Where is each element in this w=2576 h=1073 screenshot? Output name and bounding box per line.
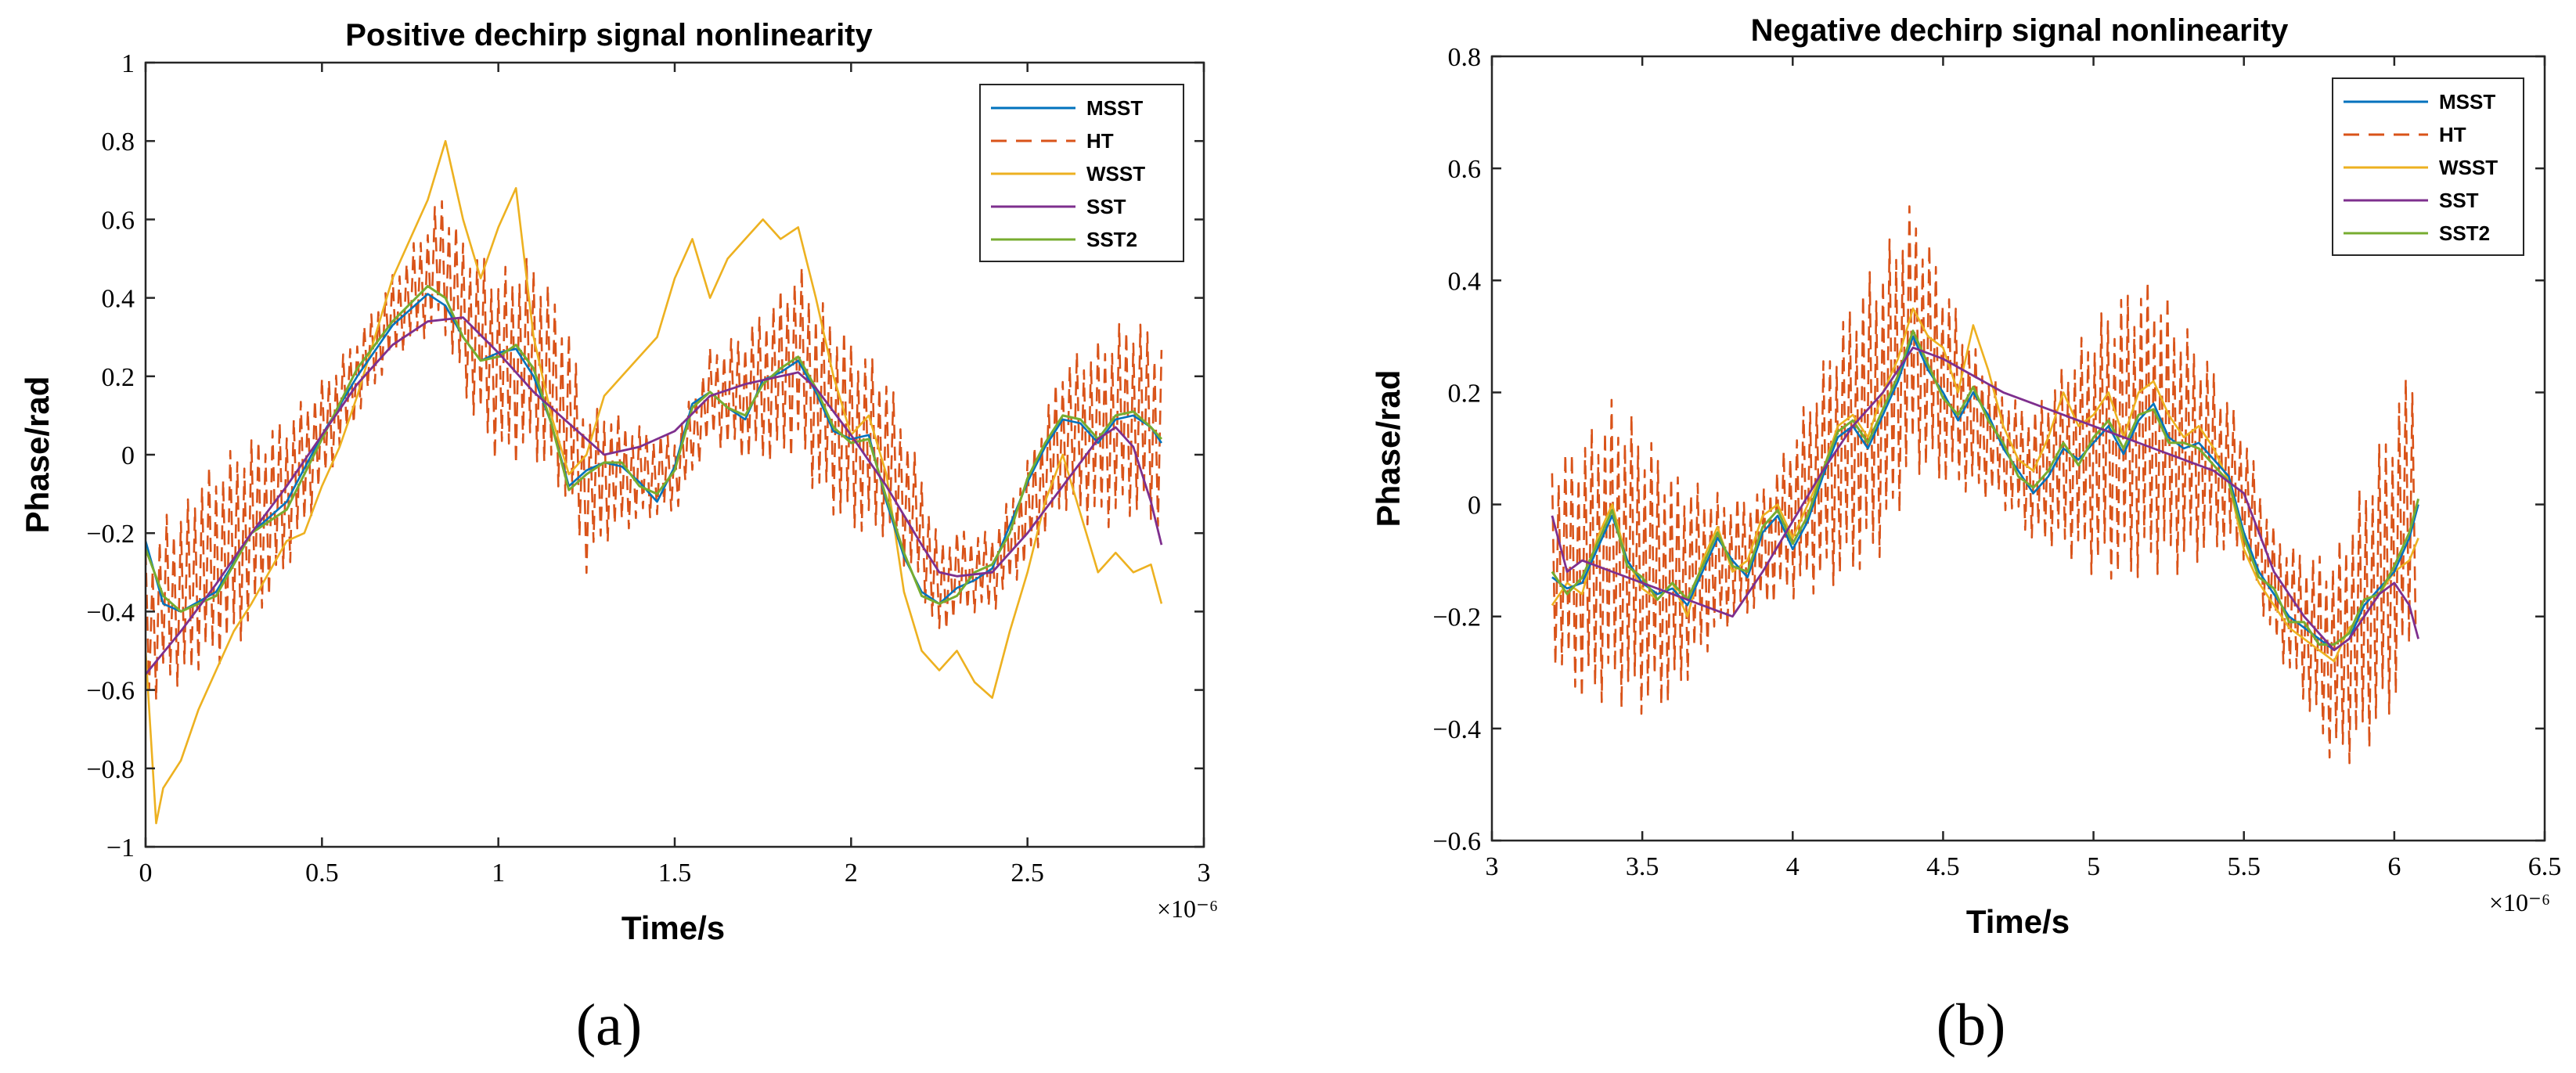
chart-a-panel-label: (a) xyxy=(576,992,642,1058)
chart-b-legend-label-msst: MSST xyxy=(2439,90,2495,113)
chart-a-series-ht xyxy=(146,200,1163,701)
chart-a-y-tick-label: 0.8 xyxy=(102,128,135,157)
chart-a-x-tick-label: 0 xyxy=(139,859,153,888)
chart-a-x-tick-label: 2.5 xyxy=(1011,859,1044,888)
chart-b-legend-label-ht: HT xyxy=(2439,123,2466,146)
chart-b-y-tick-label: 0.8 xyxy=(1448,43,1482,72)
chart-b-series-sst2 xyxy=(1551,329,2420,646)
chart-a-x-tick-label: 2 xyxy=(845,859,858,888)
chart-b-x-ticks: 3 3.5 4 4.5 5 5.5 6 6.5 xyxy=(1486,56,2562,881)
chart-b-y-tick-label: 0.2 xyxy=(1448,379,1482,408)
chart-a-legend: MSST HT WSST SST SST2 xyxy=(979,84,1184,262)
chart-a-y-tick-label: 0.4 xyxy=(102,285,135,314)
chart-b-x-tick-label: 4.5 xyxy=(1926,852,1960,881)
chart-a-y-tick-label: −0.4 xyxy=(86,598,135,627)
chart-a-legend-label-sst2: SST2 xyxy=(1086,228,1137,251)
chart-b-x-tick-label: 6 xyxy=(2387,852,2401,881)
chart-b-plot-frame xyxy=(1490,55,2546,842)
chart-a-x-ticks: 0 0.5 1 1.5 2 2.5 3 xyxy=(139,63,1211,888)
chart-b-legend-label-sst2: SST2 xyxy=(2439,221,2490,245)
chart-a-series-sst2 xyxy=(146,285,1163,613)
chart-a-x-exponent: ×10⁻⁶ xyxy=(1157,895,1218,923)
chart-b-legend-label-wsst: WSST xyxy=(2439,156,2498,179)
chart-b-legend-label-sst: SST xyxy=(2439,189,2479,212)
chart-a-series-wsst xyxy=(146,139,1163,825)
chart-b-y-tick-label: 0.4 xyxy=(1448,267,1482,296)
chart-b-series-ht xyxy=(1551,205,2417,765)
chart-a-legend-label-ht: HT xyxy=(1086,129,1114,153)
chart-a-title: Positive dechirp signal nonlinearity xyxy=(345,18,873,52)
chart-b-x-tick-label: 5 xyxy=(2087,852,2100,881)
chart-b-panel-label: (b) xyxy=(1937,992,2006,1058)
chart-b: Negative dechirp signal nonlinearity 3 3.… xyxy=(1370,13,2561,1058)
chart-b-y-tick-label: −0.6 xyxy=(1432,827,1481,856)
chart-a-x-axis-label: Time/s xyxy=(621,909,725,946)
chart-b-y-tick-label: 0 xyxy=(1468,491,1481,520)
chart-b-x-tick-label: 6.5 xyxy=(2528,852,2562,881)
chart-b-x-tick-label: 3.5 xyxy=(1626,852,1659,881)
chart-a-x-tick-label: 3 xyxy=(1198,859,1211,888)
chart-b-x-tick-label: 5.5 xyxy=(2227,852,2261,881)
chart-a-y-tick-label: 1 xyxy=(121,49,135,78)
chart-a-y-tick-label: 0 xyxy=(121,441,135,470)
chart-a-y-tick-label: −1 xyxy=(106,834,135,862)
chart-b-y-ticks: −0.6 −0.4 −0.2 0 0.2 0.4 0.6 0.8 xyxy=(1432,43,2545,856)
chart-b-series xyxy=(1551,205,2420,765)
chart-b-x-axis-label: Time/s xyxy=(1966,903,2070,940)
chart-b-title: Negative dechirp signal nonlinearity xyxy=(1751,13,2290,48)
chart-a-series xyxy=(146,139,1163,825)
chart-b-x-tick-label: 4 xyxy=(1786,852,1800,881)
chart-a: Positive dechirp signal nonlinearity 0 0.… xyxy=(19,18,1218,1058)
chart-a-series-sst xyxy=(146,316,1163,675)
chart-b-x-tick-label: 3 xyxy=(1486,852,1499,881)
chart-a-legend-label-msst: MSST xyxy=(1086,96,1143,120)
chart-b-y-tick-label: 0.6 xyxy=(1448,155,1482,184)
chart-a-y-tick-label: 0.2 xyxy=(102,363,135,392)
chart-a-x-tick-label: 1 xyxy=(492,859,505,888)
chart-b-series-sst xyxy=(1551,346,2419,652)
chart-a-x-tick-label: 0.5 xyxy=(305,859,339,888)
chart-a-legend-label-wsst: WSST xyxy=(1086,162,1145,185)
chart-b-y-tick-label: −0.4 xyxy=(1432,715,1481,744)
chart-a-y-tick-label: −0.2 xyxy=(86,520,135,549)
chart-a-y-tick-label: −0.6 xyxy=(86,677,135,706)
chart-a-y-tick-label: 0.6 xyxy=(102,206,135,235)
chart-a-y-ticks: −1 −0.8 −0.6 −0.4 −0.2 0 0.2 0.4 0.6 0.8 1 xyxy=(86,49,1204,862)
chart-b-x-exponent: ×10⁻⁶ xyxy=(2489,888,2550,916)
chart-a-legend-label-sst: SST xyxy=(1086,195,1126,218)
chart-a-y-axis-label: Phase/rad xyxy=(19,376,56,534)
chart-a-x-tick-label: 1.5 xyxy=(658,859,692,888)
chart-b-y-axis-label: Phase/rad xyxy=(1370,370,1407,527)
chart-b-y-tick-label: −0.2 xyxy=(1432,603,1481,632)
chart-a-y-tick-label: −0.8 xyxy=(86,755,135,784)
chart-b-legend: MSST HT WSST SST SST2 xyxy=(2332,77,2524,256)
